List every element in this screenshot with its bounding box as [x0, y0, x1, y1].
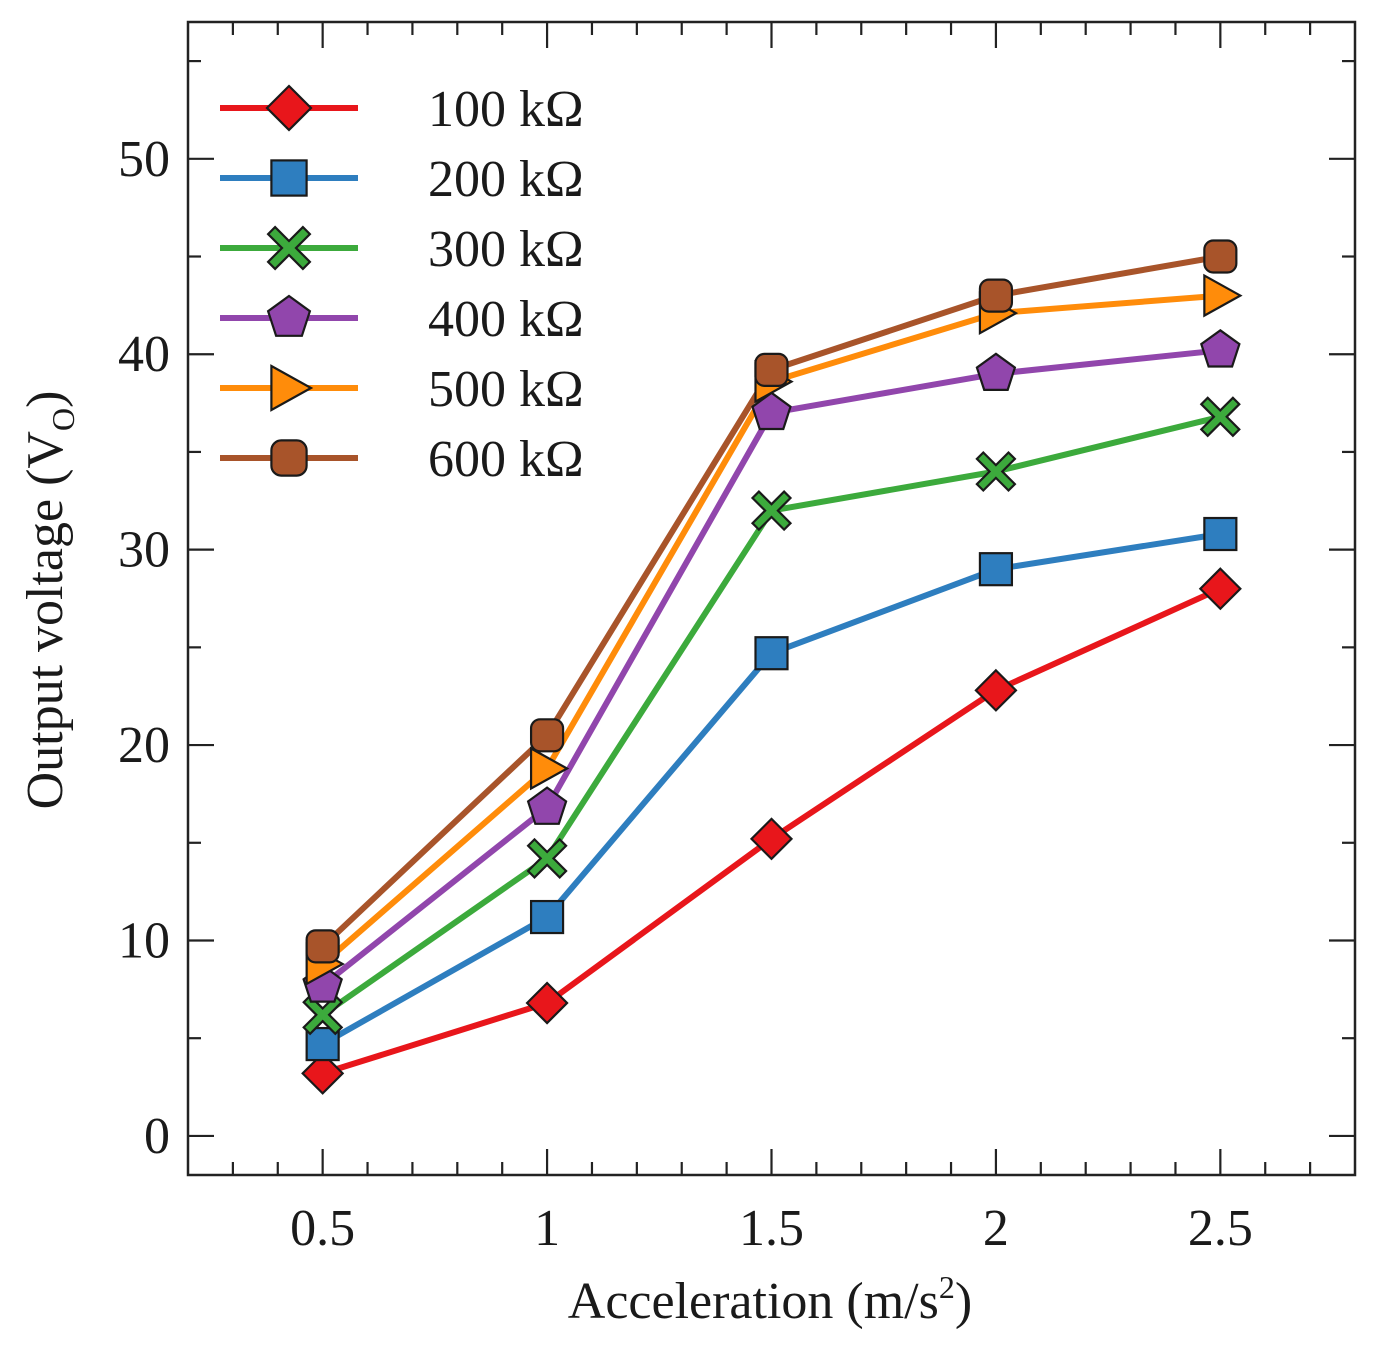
legend-label: 300 kΩ: [428, 221, 584, 278]
point-x: [302, 994, 344, 1036]
point-rounded-square: [305, 929, 340, 964]
point-x: [266, 225, 312, 271]
plot-frame: [186, 20, 1357, 1177]
point-square: [1203, 516, 1238, 552]
point-x: [1199, 396, 1241, 438]
point-diamond: [749, 817, 794, 861]
point-diamond: [301, 1051, 345, 1095]
point-square: [529, 899, 565, 935]
point-diamond: [1198, 567, 1242, 611]
y-tick-label: 20: [118, 717, 170, 774]
series-200kohm: [321, 531, 1221, 1047]
legend-label: 400 kΩ: [428, 291, 584, 348]
legend-label: 500 kΩ: [428, 361, 584, 418]
legend-item: 600 kΩ: [220, 431, 584, 488]
legend: 100 kΩ 200 kΩ 300 kΩ 400 kΩ 500 kΩ 600 kΩ: [220, 81, 584, 488]
point-pentagon: [266, 294, 312, 337]
point-square: [270, 159, 308, 197]
y-tick-label: 0: [144, 1108, 170, 1165]
x-tick-label: 1: [534, 1200, 560, 1257]
x-tick-label: 2.5: [1188, 1200, 1253, 1257]
y-tick-label: 50: [118, 131, 170, 188]
point-pentagon: [751, 391, 792, 431]
legend-label: 200 kΩ: [428, 151, 584, 208]
series-markers: [305, 239, 1238, 964]
point-pentagon: [1200, 328, 1241, 368]
y-tick-label: 10: [118, 912, 170, 969]
x-tick-label: 2: [983, 1200, 1009, 1257]
point-x: [750, 490, 793, 532]
y-tick-label: 30: [118, 522, 170, 579]
point-triangle: [270, 364, 314, 412]
series-markers: [305, 516, 1238, 1062]
series-markers: [302, 396, 1241, 1036]
point-rounded-square: [529, 718, 565, 753]
x-tick-label: 1.5: [739, 1200, 804, 1257]
series-line: [321, 531, 1221, 1047]
y-axis-title: Output voltage (VO): [17, 391, 81, 810]
point-diamond: [265, 84, 313, 132]
point-rounded-square: [270, 439, 308, 477]
axes: 0 10 20 30 40 50 0.5 1 1.5 2 2.5: [118, 20, 1357, 1257]
point-pentagon: [975, 352, 1017, 391]
x-axis-title: Acceleration (m/s2): [568, 1269, 972, 1330]
point-pentagon: [526, 786, 568, 825]
point-rounded-square: [754, 352, 789, 387]
legend-item: 400 kΩ: [220, 291, 584, 348]
legend-label: 100 kΩ: [428, 81, 584, 138]
point-square: [978, 552, 1014, 587]
point-rounded-square: [1203, 239, 1238, 274]
x-tick-label: 0.5: [290, 1200, 355, 1257]
point-square: [305, 1026, 340, 1062]
legend-item: 300 kΩ: [220, 221, 584, 278]
point-x: [975, 450, 1017, 493]
point-triangle: [529, 746, 570, 791]
legend-label: 600 kΩ: [428, 431, 584, 488]
y-tick-label: 40: [118, 326, 170, 383]
point-x: [526, 837, 568, 879]
point-triangle: [1203, 273, 1243, 318]
legend-item: 200 kΩ: [220, 151, 584, 208]
legend-item: 500 kΩ: [220, 361, 584, 418]
legend-item: 100 kΩ: [220, 81, 584, 138]
point-square: [754, 636, 789, 671]
series-markers: [301, 567, 1242, 1095]
series-layer: [301, 239, 1243, 1095]
point-diamond: [525, 981, 569, 1025]
point-rounded-square: [978, 278, 1014, 313]
point-diamond: [974, 668, 1018, 712]
